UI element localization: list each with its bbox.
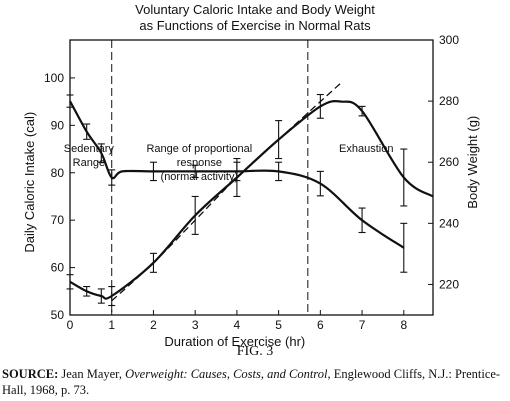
y-right-axis-title: Body Weight (g) — [465, 116, 480, 209]
x-tick-label: 6 — [317, 318, 324, 332]
y-left-tick-label: 100 — [44, 71, 64, 85]
region-label: Range — [73, 157, 105, 169]
source-label: SOURCE: — [2, 367, 59, 381]
y-right-tick-label: 300 — [439, 33, 459, 47]
x-tick-label: 7 — [359, 318, 366, 332]
x-tick-label: 4 — [234, 318, 241, 332]
caloric-intake-line — [69, 100, 434, 300]
region-label: Sedentary — [64, 143, 115, 155]
source-rest: , Englewood Cliffs, N.J.: Prentice-Hall,… — [2, 367, 501, 397]
x-tick-label: 3 — [192, 318, 199, 332]
y-axis-left: 50 60 70 80 90 100 Daily Caloric Intake (cal) — [22, 71, 75, 322]
source-note: SOURCE: Jean Mayer, Overweight: Causes, … — [2, 366, 508, 398]
y-left-tick-label: 50 — [51, 308, 65, 322]
plot-frame — [69, 39, 434, 316]
y-right-tick-label: 240 — [439, 216, 459, 230]
y-right-tick-label: 220 — [439, 277, 459, 291]
x-axis-title: Duration of Exercise (hr) — [164, 334, 305, 349]
y-axis-right: 220 240 260 280 300 Body Weight (g) — [428, 33, 480, 291]
y-right-tick-label: 280 — [439, 94, 459, 108]
region-label: (normal activity) — [161, 171, 239, 183]
y-left-tick-label: 80 — [51, 166, 65, 180]
source-text: Jean Mayer, — [61, 367, 126, 381]
chart-title: Voluntary Caloric Intake and Body Weight… — [135, 2, 375, 33]
source-title: Overweight: Causes, Costs, and Control — [125, 367, 328, 381]
body-weight-line — [69, 100, 405, 249]
series-layer — [66, 82, 434, 307]
x-tick-label: 1 — [108, 318, 115, 332]
x-tick-label: 0 — [67, 318, 74, 332]
y-left-tick-label: 90 — [51, 118, 65, 132]
title-line: as Functions of Exercise in Normal Rats — [139, 18, 371, 33]
y-right-tick-label: 260 — [439, 155, 459, 169]
x-tick-label: 2 — [150, 318, 157, 332]
region-label: response — [177, 157, 222, 169]
x-axis: 0 1 2 3 4 5 6 7 8 Duration of Exercise (hr) — [67, 310, 407, 349]
x-tick-label: 8 — [400, 318, 407, 332]
y-left-tick-label: 60 — [51, 261, 65, 275]
figure-caption: FIG. 3 — [236, 344, 274, 359]
region-label: Range of proportional — [146, 143, 252, 155]
title-line: Voluntary Caloric Intake and Body Weight — [135, 2, 375, 17]
proportional-trend-line — [111, 82, 342, 302]
y-left-axis-title: Daily Caloric Intake (cal) — [22, 112, 37, 253]
y-left-tick-label: 70 — [51, 213, 65, 227]
x-tick-label: 5 — [275, 318, 282, 332]
region-label: Exhaustion — [339, 143, 393, 155]
region-labels: Sedentary Range Range of proportional respo… — [64, 143, 394, 183]
